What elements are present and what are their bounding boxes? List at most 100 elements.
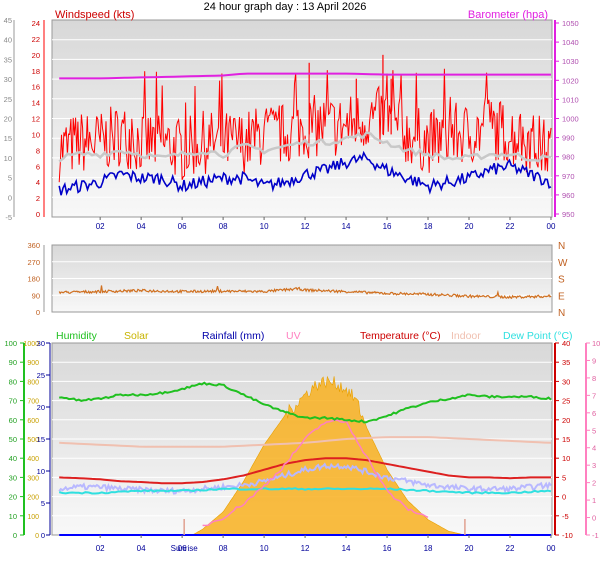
uv-tick-label: -1 — [592, 531, 599, 540]
wind-x-tick-label: 00 — [547, 222, 556, 231]
humidity-tick-label: 30 — [9, 473, 17, 482]
temp-x-tick-label: 16 — [383, 544, 392, 553]
direction-series — [58, 285, 552, 300]
uv-tick-label: 1 — [592, 496, 596, 505]
baro-tick-label: 960 — [562, 191, 575, 200]
wind-inner-tick-label: 18 — [32, 67, 40, 76]
wind-x-tick-label: 16 — [383, 222, 392, 231]
direction-tick-label: 0 — [36, 308, 40, 317]
wind-inner-tick-label: 4 — [36, 178, 40, 187]
rain-tick-label: 0 — [41, 531, 45, 540]
temp-tick-label: 10 — [562, 454, 570, 463]
windspeed-axis-title: Windspeed (kts) — [55, 9, 134, 21]
wind-x-tick-label: 14 — [342, 222, 351, 231]
temp-tick-label: -10 — [562, 531, 573, 540]
uv-tick-label: 8 — [592, 374, 596, 383]
solar-tick-label: 600 — [27, 418, 39, 425]
temp-tick-label: 30 — [562, 377, 570, 386]
uv-tick-label: 0 — [592, 514, 596, 523]
wind-x-tick-label: 10 — [260, 222, 269, 231]
temp-tick-label: 40 — [562, 339, 570, 348]
solar-tick-label: 300 — [27, 475, 39, 482]
rain-tick-label: 30 — [37, 339, 45, 348]
wind-average-series — [58, 130, 552, 163]
legend-item: Dew Point (°C) — [503, 330, 573, 342]
baro-tick-label: 980 — [562, 153, 575, 162]
temp-tick-label: 25 — [562, 397, 570, 406]
direction-tick-label: 90 — [32, 291, 40, 300]
temp-x-tick-label: Sunrise — [171, 544, 199, 553]
wind-inner-tick-label: 22 — [32, 35, 40, 44]
wind-x-tick-label: 06 — [178, 222, 187, 231]
temp-tick-label: 0 — [562, 493, 566, 502]
wind-outer-tick-label: 0 — [8, 193, 12, 202]
temp-x-tick-label: 10 — [260, 544, 269, 553]
solar-tick-label: 1000 — [23, 341, 39, 348]
solar-tick-label: 100 — [27, 514, 39, 521]
rain-tick-label: 10 — [37, 467, 45, 476]
baro-tick-label: 950 — [562, 210, 575, 219]
wind-outer-tick-label: 5 — [8, 174, 12, 183]
wind-inner-tick-label: 14 — [32, 99, 40, 108]
wind-x-tick-label: 12 — [301, 222, 310, 231]
wind-inner-tick-label: 12 — [32, 115, 40, 124]
wind-gust-series — [58, 68, 552, 183]
compass-label: N — [558, 308, 565, 319]
solar-tick-label: 0 — [35, 533, 39, 540]
temp-x-tick-label: 08 — [219, 544, 228, 553]
wind-x-tick-label: 20 — [465, 222, 474, 231]
wind-outer-tick-label: 15 — [4, 134, 12, 143]
temp-tick-label: 20 — [562, 416, 570, 425]
temp-tick-label: 35 — [562, 358, 570, 367]
legend-item: UV — [286, 330, 301, 342]
baro-tick-label: 970 — [562, 172, 575, 181]
humidity-tick-label: 90 — [9, 358, 17, 367]
rain-tick-label: 15 — [37, 435, 45, 444]
rain-tick-label: 20 — [37, 403, 45, 412]
humidity-tick-label: 10 — [9, 512, 17, 521]
wind-inner-tick-label: 2 — [36, 194, 40, 203]
uv-tick-label: 5 — [592, 426, 596, 435]
legend-item: Solar — [124, 330, 149, 342]
indoor-series — [59, 436, 552, 448]
direction-tick-label: 360 — [27, 241, 40, 250]
temp-x-tick-label: 20 — [465, 544, 474, 553]
uv-tick-label: 7 — [592, 391, 596, 400]
wind-outer-tick-label: 40 — [4, 36, 12, 45]
uv-tick-label: 3 — [592, 461, 596, 470]
compass-label: S — [558, 275, 565, 286]
wind-inner-tick-label: 10 — [32, 130, 40, 139]
temp-tick-label: 15 — [562, 435, 570, 444]
pressure-series — [59, 72, 551, 80]
baro-tick-label: 1040 — [562, 38, 579, 47]
solar-tick-label: 500 — [27, 437, 39, 444]
humidity-tick-label: 70 — [9, 397, 17, 406]
wind-inner-tick-label: 6 — [36, 162, 40, 171]
humidity-tick-label: 0 — [13, 531, 17, 540]
humidity-tick-label: 100 — [4, 339, 17, 348]
temp-x-tick-label: 06 — [178, 544, 187, 553]
wind-x-tick-label: 02 — [96, 222, 105, 231]
uv-series — [202, 419, 429, 527]
compass-label: W — [558, 258, 568, 269]
uv-tick-label: 9 — [592, 356, 596, 365]
temp-x-tick-label: 22 — [506, 544, 515, 553]
wind-x-tick-label: 04 — [137, 222, 146, 231]
baro-tick-label: 1030 — [562, 57, 579, 66]
solar-tick-label: 800 — [27, 379, 39, 386]
direction-tick-label: 270 — [27, 258, 40, 267]
temp-x-tick-label: 00 — [547, 544, 556, 553]
humidity-tick-label: 20 — [9, 493, 17, 502]
legend-item: Humidity — [56, 330, 98, 342]
humidity-tick-label: 40 — [9, 454, 17, 463]
wind-outer-tick-label: 10 — [4, 154, 12, 163]
temp-x-tick-label: 18 — [424, 544, 433, 553]
wind-outer-tick-label: 30 — [4, 75, 12, 84]
uv-tick-label: 2 — [592, 479, 596, 488]
compass-label: N — [558, 241, 565, 252]
temp-x-tick-label: 04 — [137, 544, 146, 553]
wind-outer-tick-label: -5 — [5, 213, 12, 222]
temp-tick-label: -5 — [562, 512, 569, 521]
